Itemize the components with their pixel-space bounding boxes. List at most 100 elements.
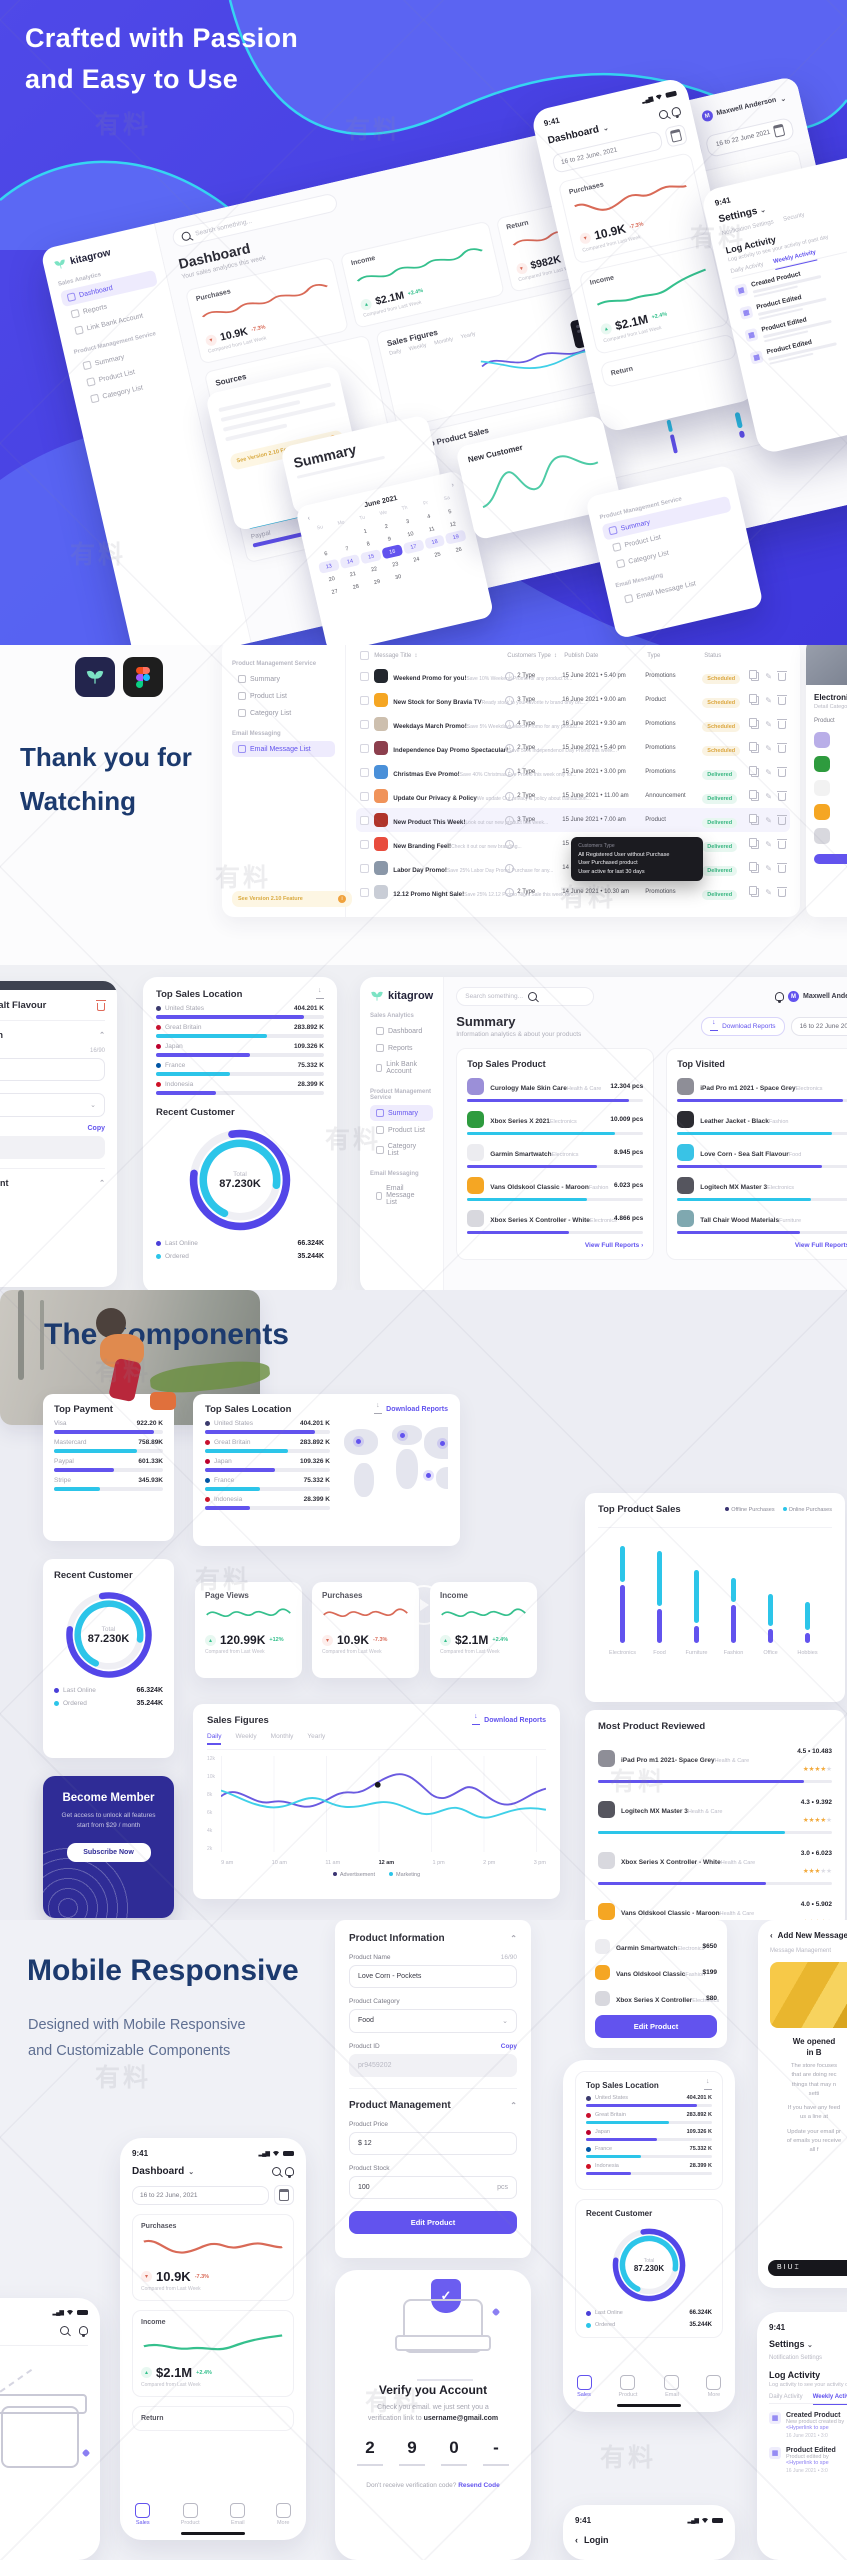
copy-link[interactable]: Copy [87,1125,106,1132]
sidebar-item[interactable]: Category List [232,705,335,721]
sort-icon[interactable]: ↕ [553,652,557,659]
product-row[interactable]: Xbox Series X ControllerElectronics $80 [595,1989,719,2007]
edit-icon[interactable]: ✎ [765,695,772,705]
tab-weekly-activity[interactable]: Weekly Activity [772,249,818,270]
activity-entry[interactable]: Created Product New product created by <… [769,2412,847,2439]
info-icon[interactable] [505,791,515,801]
table-row[interactable]: Independence Day Promo Spectacular!Save … [356,736,790,760]
sidebar-item[interactable]: Product List [232,688,335,704]
info-icon[interactable] [505,887,515,897]
edit-icon[interactable]: ✎ [765,839,772,849]
subscribe-now-button[interactable]: Subscribe Now [66,1843,151,1863]
back-navigation[interactable]: ‹ Add New Message [770,1931,847,1940]
collapse-icon[interactable]: ⌃ [510,1934,517,1943]
collapse-icon[interactable]: ⌃ [99,1032,105,1039]
info-icon[interactable] [505,863,515,873]
version-link[interactable]: See Version 2.10 Feature [232,891,352,907]
code-digit-field[interactable]: 2 [357,2438,383,2467]
product-row[interactable]: Love Corn - Sea Salt FlavourFood [677,1143,847,1168]
row-checkbox[interactable] [360,791,370,801]
collapse-icon[interactable]: ⌃ [99,1180,105,1187]
date-range-picker[interactable]: 16 to 22 June 2021 [790,1016,847,1036]
calendar-next[interactable]: › [450,481,455,490]
product-row[interactable]: Logitech MX Master 3Electronics [677,1176,847,1201]
row-checkbox[interactable] [360,863,370,873]
product-row[interactable]: Tall Chair Wood MaterialsFurniture [677,1209,847,1234]
category-select[interactable]: Food⌄ [0,1093,105,1117]
product-row[interactable]: Leather Jacket - BlackFashion [677,1110,847,1135]
table-row[interactable]: Weekend Promo for you!Save 10% Weekend P… [356,664,790,688]
calendar-prev[interactable]: ‹ [306,514,311,523]
search-input[interactable]: Search something... [456,987,595,1006]
sidebar-item[interactable]: Summary [232,671,335,687]
calendar-day[interactable]: 25 [433,551,442,559]
tab-item[interactable]: More [275,2503,291,2526]
bell-icon[interactable] [775,992,785,1003]
stat-card[interactable]: Income ▴ $2.1M +2.4% Compared from Last … [339,220,505,329]
search-icon[interactable] [272,2167,281,2176]
duplicate-icon[interactable] [749,861,760,873]
row-checkbox[interactable] [360,887,370,897]
sidebar-item[interactable]: Category List [370,1139,433,1161]
info-icon[interactable] [505,671,515,681]
tab-message-management[interactable]: Message Management [770,1948,832,1954]
back-navigation[interactable]: ‹ Login [575,2535,609,2545]
sidebar-item[interactable]: Dashboard [370,1023,433,1039]
stat-card[interactable]: Purchases ▾ 10.9K -7.3% Compared from La… [312,1582,419,1678]
product-row[interactable]: Curology Male Skin CareHealth & Care 12.… [467,1077,644,1102]
activity-entry[interactable]: Product Edited Product edited by <Hyperl… [769,2447,847,2474]
edit-icon[interactable]: ✎ [765,671,772,681]
edit-product-button[interactable]: Edit Product [595,2015,717,2038]
bell-icon[interactable] [285,2167,294,2178]
search-icon[interactable] [60,2326,69,2335]
tab-item[interactable]: Product [181,2503,200,2526]
code-digit-field[interactable]: - [483,2438,509,2467]
delete-icon[interactable] [777,718,787,729]
row-checkbox[interactable] [360,695,370,705]
product-row[interactable]: Garmin SmartwatchElectronics 8.945 pcs [467,1143,644,1168]
stat-card[interactable]: Page Views ▴ 120.99K +12% Compared from … [195,1582,302,1678]
chart-tab[interactable]: Weekly [408,342,428,353]
duplicate-icon[interactable] [749,885,760,897]
review-row[interactable]: Logitech MX Master 3Health & Care 4.3 • … [598,1791,832,1834]
stat-card[interactable]: Income ▴ $2.1M +2.4% Compared from Last … [430,1582,537,1678]
table-row[interactable]: Update Our Privacy & PolicyWe update Our… [356,784,790,808]
row-checkbox[interactable] [360,719,370,729]
tab-security[interactable]: Security [782,212,806,223]
chart-tab[interactable]: Weekly [235,1733,257,1740]
edit-icon[interactable]: ✎ [765,863,772,873]
calendar-day[interactable]: 26 [455,546,463,554]
select-all-checkbox[interactable] [360,651,370,660]
row-checkbox[interactable] [360,767,370,777]
edit-button[interactable] [814,854,847,864]
info-icon[interactable] [505,719,515,729]
download-reports-link[interactable]: Download Reports [472,1713,546,1725]
sidebar-item[interactable]: Summary [370,1105,434,1121]
row-checkbox[interactable] [360,839,370,849]
row-checkbox[interactable] [360,671,370,681]
resend-code-link[interactable]: Resend Code [458,2482,500,2490]
sidebar-item[interactable]: Product List [370,1122,433,1138]
chart-tab[interactable]: Monthly [433,336,454,347]
info-icon[interactable] [505,815,515,825]
duplicate-icon[interactable] [749,669,760,681]
map-marker[interactable] [426,1473,431,1478]
sidebar-item[interactable]: Link Bank Account [370,1057,433,1079]
view-full-reports-link[interactable]: View Full Reports › [794,1242,847,1249]
chart-tab[interactable]: Daily [207,1733,222,1745]
edit-icon[interactable]: ✎ [765,791,772,801]
map-marker[interactable] [400,1433,405,1438]
review-row[interactable]: Vans Oldskool Classic - MaroonHealth & C… [598,1893,832,1920]
delete-icon[interactable] [777,886,787,897]
bell-icon[interactable] [79,2326,88,2337]
info-icon[interactable] [505,743,515,753]
chart-tab[interactable]: Yearly [460,331,477,341]
download-reports-link[interactable]: Download Reports [374,1402,448,1414]
download-icon[interactable] [316,987,324,999]
edit-icon[interactable]: ✎ [765,719,772,729]
calendar-day[interactable]: 29 [373,578,381,586]
edit-product-button[interactable]: Edit Product [349,2211,517,2234]
review-row[interactable]: iPad Pro m1 2021- Space GreyHealth & Car… [598,1740,832,1783]
search-icon[interactable] [658,109,669,120]
delete-icon[interactable] [96,1000,106,1011]
